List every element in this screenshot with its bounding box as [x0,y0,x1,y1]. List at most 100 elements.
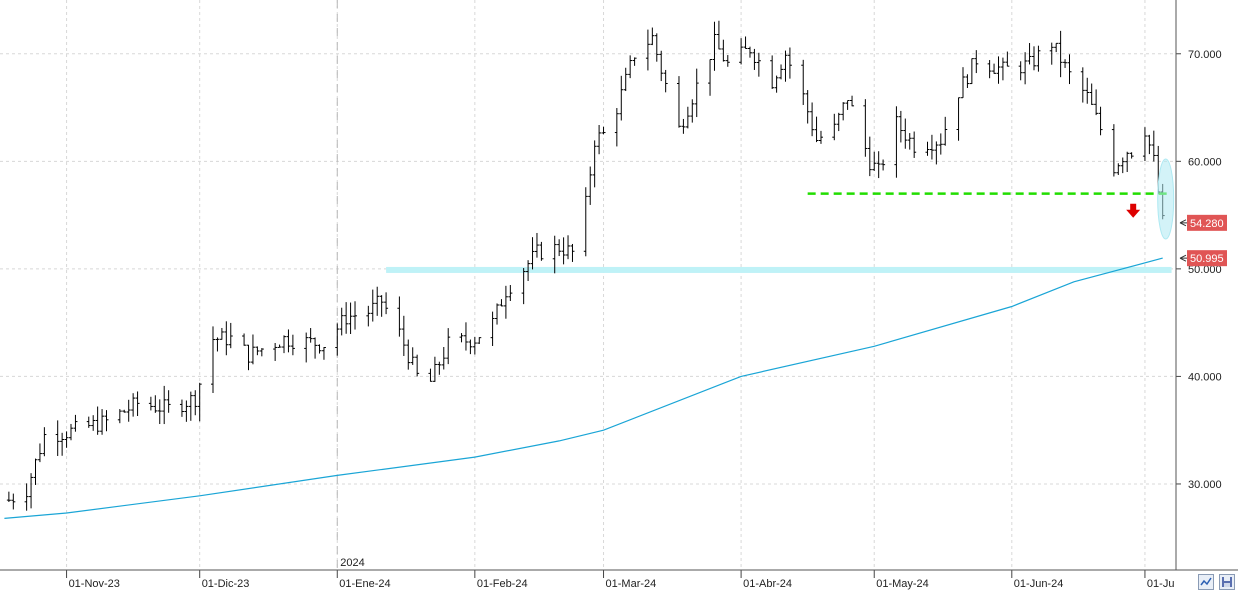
ohlc-bar [1000,57,1005,81]
ohlc-bar [375,286,380,316]
ohlc-bar [1067,54,1072,85]
ohlc-bar [659,50,664,82]
ohlc-bar [428,368,433,382]
ohlc-bar [907,133,912,150]
ohlc-bar [224,321,229,356]
ohlc-bar [712,21,717,71]
ohlc-bar [881,159,886,171]
ohlc-bar [282,335,287,354]
ohlc-bar [166,390,171,413]
ohlc-bar [188,391,193,421]
ohlc-bar [91,415,96,431]
y-tick-label: 30.000 [1188,479,1222,491]
ohlc-bar [370,289,375,322]
resistance-band-rect [386,266,1172,273]
ohlc-bar [841,102,846,121]
ohlc-bar [1031,46,1036,71]
ohlc-bar [1085,77,1090,104]
ohlc-bar [1089,83,1094,105]
ohlc-bar [379,295,384,317]
ohlc-bar [645,29,650,71]
chart-toggle-icon[interactable] [1198,574,1214,590]
ohlc-bar [987,60,992,79]
y-tick-label: 70.000 [1188,49,1222,61]
ohlc-bar [104,410,109,432]
ohlc-bar [193,390,198,416]
ohlc-bar [619,75,624,121]
x-tick-label: 01-May-24 [876,578,929,590]
ohlc-bar [122,409,127,413]
ohlc-bar [508,285,513,301]
ohlc-bar [1147,134,1152,155]
y-tick-label: 40.000 [1188,371,1222,383]
ohlc-bar [197,382,202,422]
ohlc-bar [534,232,539,258]
ohlc-bar [126,399,131,422]
ohlc-bar [628,55,633,79]
ohlc-bar [290,334,295,356]
ohlc-bar [246,344,251,371]
x-tick-label: 01-Mar-24 [606,578,657,590]
down-arrow-icon [1126,203,1141,218]
ohlc-bar [992,63,997,74]
ohlc-bar [446,328,451,365]
ohlc-bar [317,344,322,354]
ohlc-bar [95,406,100,435]
ma-value-badge [1187,250,1227,267]
ohlc-bar [1080,67,1085,103]
ohlc-bar [708,59,713,96]
ohlc-bar [974,50,979,74]
ohlc-bar [779,64,784,80]
ohlc-bar [570,243,575,262]
ohlc-bar [286,329,291,353]
ohlc-bar [805,90,810,124]
annotations [807,158,1175,240]
ohlc-bar [353,301,358,330]
ohlc-bar [1054,42,1059,53]
x-tick-label: 01-Feb-24 [477,578,528,590]
ohlc-bar [339,307,344,336]
last-price-label: 54.280 [1190,218,1224,230]
ohlc-bar [752,48,757,70]
ohlc-bar [24,483,29,511]
ohlc-bar [801,59,806,105]
ohlc-bar [1036,45,1041,72]
ohlc-bar [490,311,495,346]
ohlc-bar [912,131,917,158]
ohlc-bar [756,52,761,77]
ohlc-bar [1120,157,1125,174]
ohlc-bar [663,69,668,93]
y-tick-label: 60.000 [1188,156,1222,168]
ohlc-bar [787,47,792,79]
ohlc-bar [1027,43,1032,65]
ohlc-bar [273,342,278,361]
ohlc-bar [845,100,850,110]
ohlc-bar [530,237,535,270]
ohlc-bar [583,187,588,257]
ohlc-bar [304,332,309,363]
resistance-band [386,266,1172,273]
ohlc-bar [11,493,16,510]
ohlc-bar [872,151,877,171]
ohlc-bar [42,427,47,457]
ohlc-bar [810,102,815,137]
ohlc-bar [654,33,659,62]
save-icon[interactable] [1219,574,1235,590]
last-price-pointer [1179,219,1188,227]
ohlc-bar [836,112,841,132]
ohlc-bar [716,20,721,50]
ohlc-bar [650,27,655,46]
ohlc-bar [1142,127,1147,162]
ohlc-bar [867,136,872,177]
ohlc-bar [592,140,597,188]
ohlc-bar [33,458,38,485]
ohlc-bar [903,118,908,149]
ohlc-bar [135,391,140,416]
ohlc-bar [29,473,34,509]
ohlc-bar [384,292,389,315]
ohlc-bar [894,106,899,178]
ohlc-bar [934,141,939,165]
